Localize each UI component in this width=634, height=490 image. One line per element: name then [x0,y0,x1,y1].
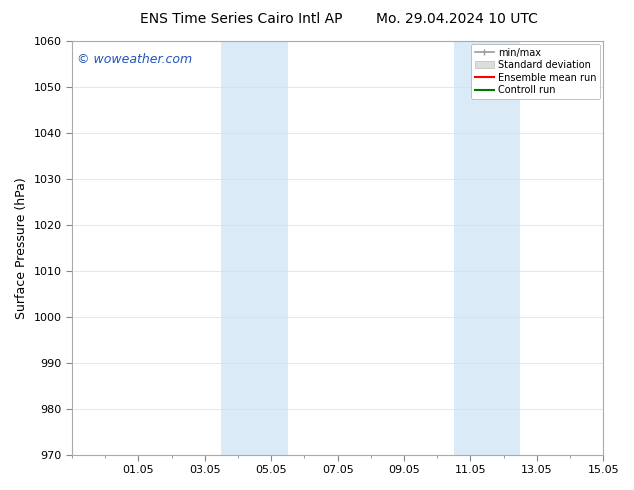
Bar [454,41,521,455]
Y-axis label: Surface Pressure (hPa): Surface Pressure (hPa) [15,177,28,318]
Text: Mo. 29.04.2024 10 UTC: Mo. 29.04.2024 10 UTC [375,12,538,26]
Text: © woweather.com: © woweather.com [77,53,193,67]
Text: ENS Time Series Cairo Intl AP: ENS Time Series Cairo Intl AP [139,12,342,26]
Bar [221,41,288,455]
Legend: min/max, Standard deviation, Ensemble mean run, Controll run: min/max, Standard deviation, Ensemble me… [470,44,600,99]
